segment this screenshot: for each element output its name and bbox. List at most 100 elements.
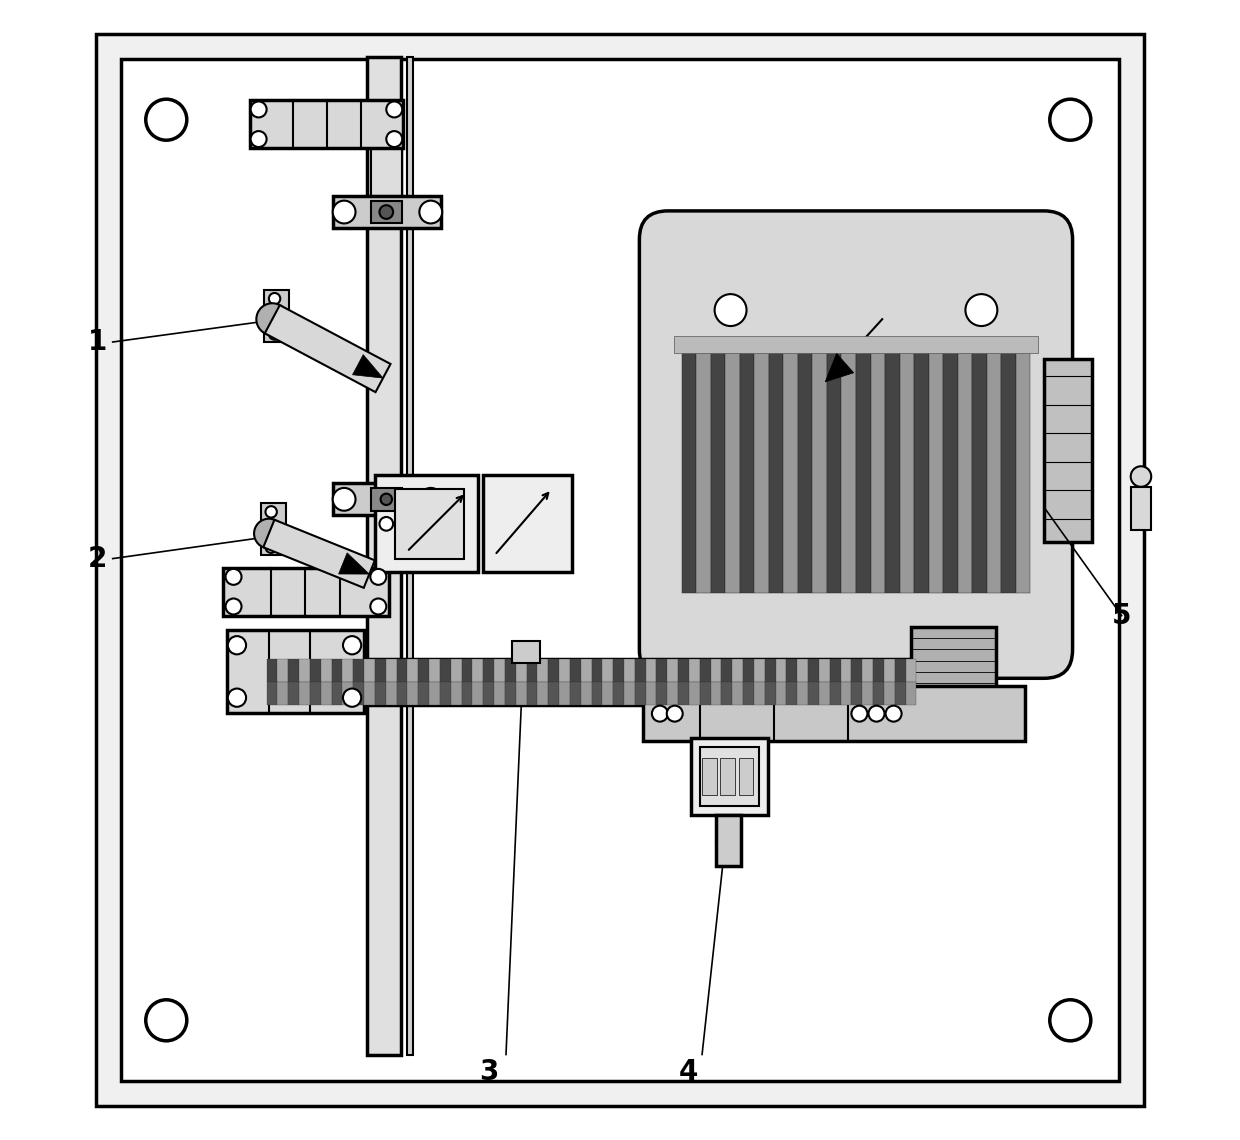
Circle shape — [516, 648, 525, 657]
Text: 1: 1 — [88, 328, 108, 356]
Circle shape — [966, 294, 997, 326]
Bar — [667, 659, 678, 682]
Bar — [699, 747, 759, 806]
Bar — [353, 659, 365, 682]
Bar — [830, 682, 841, 705]
Bar — [765, 682, 775, 705]
Circle shape — [146, 1000, 187, 1041]
Bar — [440, 682, 450, 705]
Bar — [624, 659, 635, 682]
Bar — [505, 682, 516, 705]
Bar — [429, 659, 440, 682]
Bar — [1044, 359, 1092, 542]
Bar — [288, 682, 299, 705]
Bar — [264, 290, 289, 342]
Bar — [957, 348, 972, 593]
Bar — [440, 659, 450, 682]
Circle shape — [250, 101, 267, 117]
Bar — [613, 682, 624, 705]
Bar — [278, 682, 288, 705]
Bar — [372, 488, 402, 511]
Circle shape — [1050, 1000, 1091, 1041]
Bar — [472, 682, 484, 705]
Bar — [642, 686, 1024, 741]
Bar — [299, 659, 310, 682]
FancyBboxPatch shape — [640, 211, 1073, 678]
Bar — [342, 682, 353, 705]
Bar — [905, 659, 916, 682]
Bar — [418, 682, 429, 705]
Bar — [407, 57, 413, 1054]
Bar — [397, 682, 408, 705]
Polygon shape — [339, 553, 370, 575]
Circle shape — [343, 636, 361, 654]
Bar — [775, 659, 786, 682]
Bar — [733, 682, 743, 705]
Circle shape — [387, 101, 402, 117]
Bar — [374, 682, 386, 705]
Bar — [332, 483, 441, 515]
Bar — [310, 659, 321, 682]
Circle shape — [652, 706, 668, 722]
Polygon shape — [825, 353, 853, 382]
Bar — [818, 682, 830, 705]
Bar — [910, 627, 996, 739]
Bar — [754, 348, 769, 593]
Bar — [342, 659, 353, 682]
Bar — [624, 682, 635, 705]
Bar — [914, 348, 929, 593]
Circle shape — [1050, 99, 1091, 140]
Bar — [812, 348, 827, 593]
Bar — [310, 682, 321, 705]
Polygon shape — [352, 355, 383, 378]
Bar — [784, 348, 797, 593]
Bar — [765, 659, 775, 682]
Text: 2: 2 — [88, 545, 108, 572]
Bar — [678, 682, 689, 705]
Bar — [472, 659, 484, 682]
Bar — [249, 100, 403, 148]
Bar — [613, 659, 624, 682]
Bar — [386, 659, 397, 682]
Bar — [267, 682, 278, 705]
Bar — [841, 659, 852, 682]
Bar — [484, 475, 572, 572]
Bar — [591, 682, 603, 705]
Circle shape — [852, 706, 868, 722]
Circle shape — [254, 519, 284, 548]
Bar — [527, 659, 537, 682]
Text: 3: 3 — [479, 1058, 498, 1085]
Bar — [722, 682, 733, 705]
Bar — [696, 348, 711, 593]
Bar — [775, 682, 786, 705]
Bar — [537, 682, 548, 705]
Bar — [321, 682, 331, 705]
Bar — [332, 196, 441, 228]
Bar — [899, 348, 914, 593]
Bar — [972, 348, 987, 593]
Bar — [461, 659, 472, 682]
Bar — [689, 659, 699, 682]
Bar — [512, 641, 541, 663]
Bar — [408, 682, 418, 705]
Circle shape — [228, 689, 246, 707]
Bar — [331, 659, 342, 682]
Bar — [396, 489, 464, 559]
Bar — [852, 682, 862, 705]
Bar — [852, 659, 862, 682]
Bar — [494, 659, 505, 682]
Bar — [321, 659, 331, 682]
Circle shape — [667, 706, 683, 722]
Bar — [884, 682, 895, 705]
Bar — [267, 659, 278, 682]
Bar — [461, 682, 472, 705]
Bar — [699, 682, 711, 705]
Circle shape — [387, 131, 402, 147]
Bar — [733, 659, 743, 682]
Circle shape — [343, 689, 361, 707]
Bar — [754, 682, 765, 705]
Bar — [223, 568, 388, 616]
Bar — [667, 682, 678, 705]
Bar — [591, 659, 603, 682]
Bar — [537, 659, 548, 682]
